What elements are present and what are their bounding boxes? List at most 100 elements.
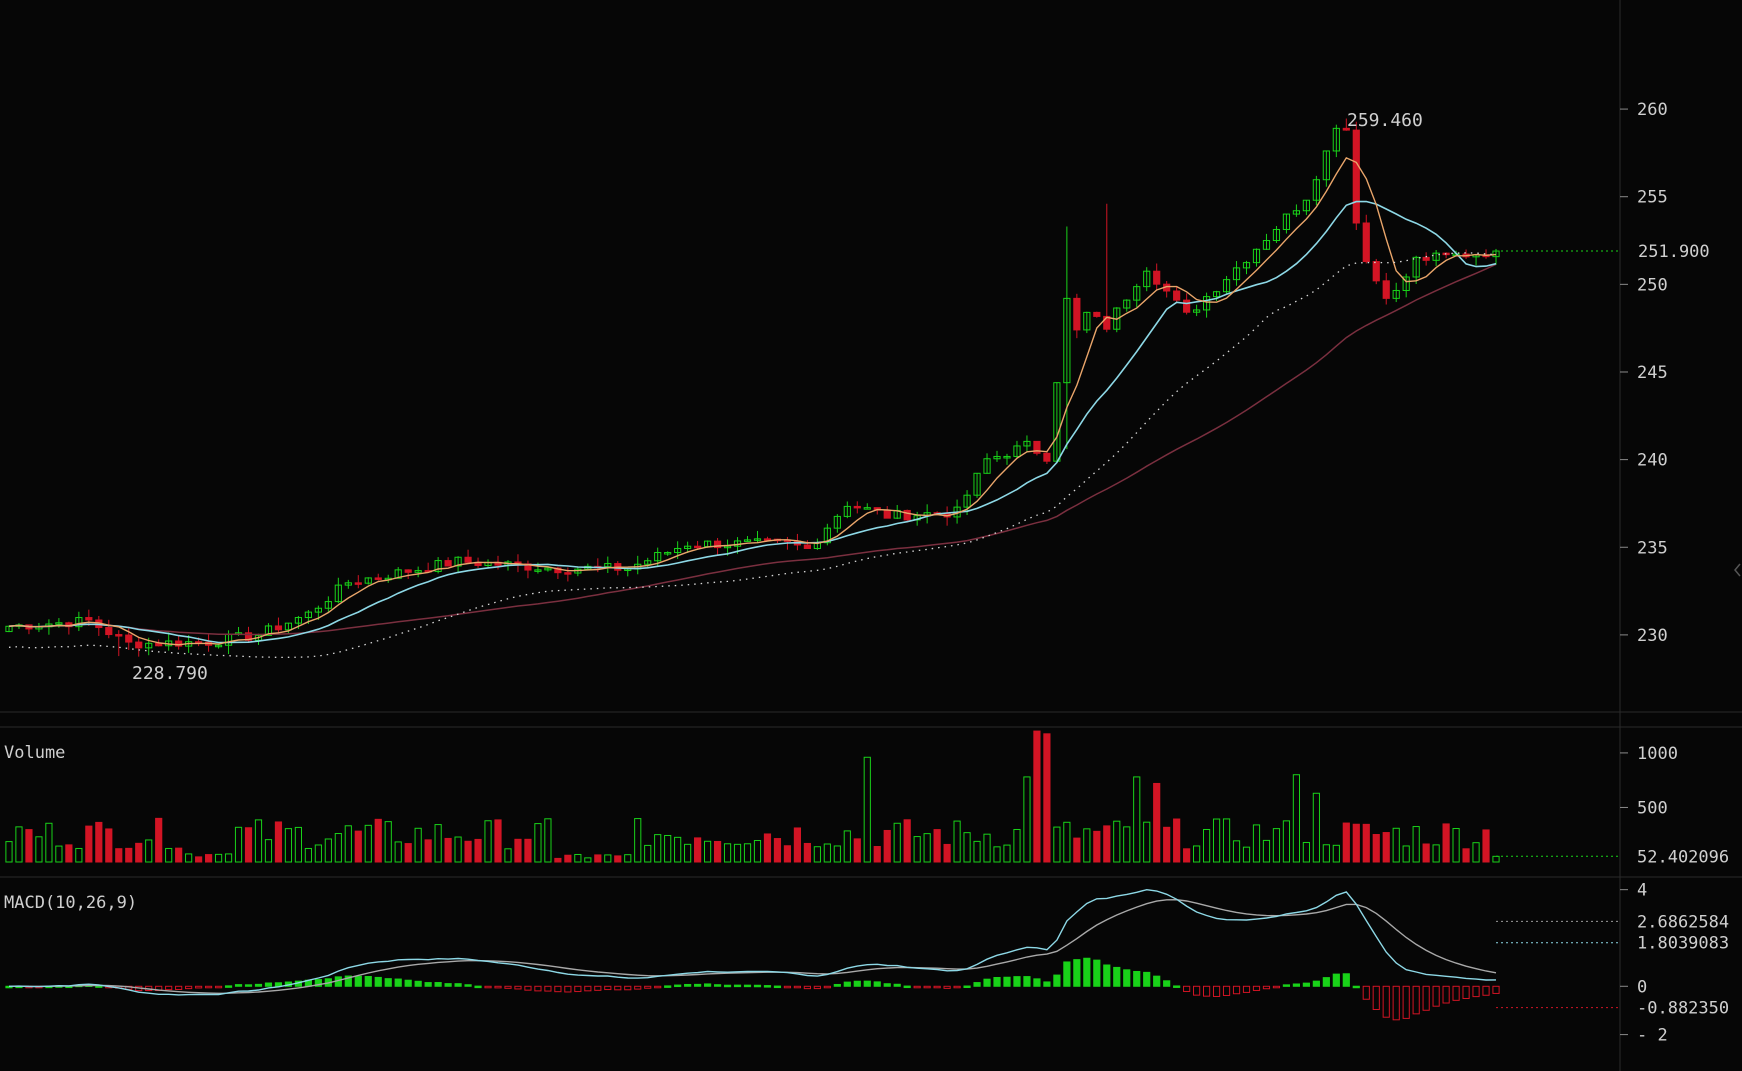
- volume-bar: [544, 818, 552, 863]
- macd-histogram-bar: [624, 985, 632, 991]
- volume-bar: [1412, 826, 1420, 863]
- long-moving-average: [8, 263, 1497, 636]
- volume-bar: [723, 843, 732, 863]
- candle-body: [1232, 267, 1241, 281]
- volume-bar: [1173, 818, 1181, 863]
- macd-histogram-bar: [5, 985, 13, 989]
- candle: [85, 609, 93, 626]
- volume-bar: [115, 848, 123, 863]
- macd-histogram-bar: [1153, 975, 1161, 987]
- macd-histogram-bar: [354, 975, 362, 987]
- candle: [993, 450, 1001, 462]
- macd-histogram-bar: [474, 985, 482, 989]
- candle-body: [664, 552, 672, 555]
- volume-bar: [254, 819, 263, 863]
- macd-histogram-bar: [1352, 985, 1360, 989]
- macd-histogram-bar: [394, 978, 402, 987]
- candle: [1332, 124, 1340, 158]
- volume-bar: [763, 833, 772, 863]
- macd-histogram-bar: [1362, 985, 1370, 1000]
- candle-body: [654, 552, 662, 562]
- candle-body: [1372, 261, 1380, 282]
- candle: [1372, 258, 1380, 285]
- volume-bar: [853, 838, 861, 863]
- volume-bar: [1113, 820, 1121, 863]
- candle: [324, 596, 332, 612]
- candle-body: [1402, 276, 1410, 291]
- volume-bar: [45, 822, 53, 863]
- macd-histogram-bar: [1452, 985, 1460, 1001]
- candle-body: [743, 539, 752, 542]
- volume-axis[interactable]: 1000 500 52.402096: [1496, 744, 1729, 867]
- candle: [214, 644, 223, 649]
- candle-body: [264, 625, 273, 636]
- candle: [115, 630, 123, 657]
- candle: [694, 540, 702, 550]
- candle-body: [1123, 299, 1131, 309]
- macd-tick-label: 4: [1637, 881, 1647, 901]
- candle-body: [394, 569, 402, 579]
- volume-bar: [294, 826, 303, 863]
- candle: [334, 577, 342, 604]
- candle-body: [1202, 296, 1211, 311]
- candle: [1222, 275, 1231, 294]
- macd-histogram-bar: [1282, 984, 1291, 987]
- volume-bar: [1143, 821, 1151, 863]
- candle-body: [1153, 270, 1161, 285]
- volume-bar: [1202, 828, 1211, 863]
- macd-histogram-bar: [723, 984, 732, 988]
- candle: [1023, 435, 1031, 453]
- volume-bar: [594, 854, 602, 863]
- right-collapse-handle[interactable]: [1732, 555, 1742, 585]
- candle: [364, 577, 372, 585]
- macd-histogram-bar: [1432, 985, 1440, 1007]
- fast-moving-average: [8, 157, 1497, 646]
- candle: [1402, 273, 1410, 298]
- volume-bar: [394, 841, 402, 863]
- candle: [5, 625, 13, 633]
- volume-bar: [694, 837, 702, 863]
- macd-histogram-bar: [853, 980, 861, 987]
- volume-bar: [324, 838, 332, 863]
- candle: [414, 566, 422, 578]
- candle-body: [414, 570, 422, 573]
- volume-bar: [1272, 828, 1281, 863]
- candle-body: [1073, 297, 1081, 331]
- candle: [1322, 150, 1330, 187]
- candle: [723, 539, 732, 556]
- candle-body: [554, 567, 562, 574]
- candle: [1232, 261, 1241, 286]
- candle-body: [75, 617, 83, 628]
- candle-body: [1103, 315, 1111, 330]
- macd-histogram-bar: [1033, 978, 1041, 987]
- volume-bar: [1332, 844, 1340, 863]
- candle-body: [674, 547, 682, 554]
- candle-body: [833, 515, 841, 529]
- candle: [394, 567, 402, 579]
- macd-histogram-bar: [743, 984, 752, 988]
- volume-bar: [1222, 818, 1231, 863]
- price-tick-label: 240: [1637, 451, 1668, 471]
- volume-bar: [224, 853, 233, 863]
- volume-bar: [1342, 822, 1350, 863]
- macd-histogram-bar: [1003, 976, 1011, 987]
- volume-bar: [75, 847, 83, 863]
- macd-histogram-bar: [674, 984, 682, 988]
- volume-bar: [374, 818, 382, 863]
- macd-histogram-bar: [823, 985, 831, 989]
- candle: [1043, 452, 1051, 465]
- macd-histogram-bar: [763, 985, 772, 988]
- candle-body: [1312, 179, 1320, 201]
- candle-body: [1392, 289, 1400, 299]
- candle: [1103, 203, 1111, 333]
- macd-histogram-bar: [753, 984, 762, 988]
- volume-bar: [803, 842, 811, 863]
- macd-histogram-bar: [1472, 985, 1480, 998]
- volume-bar: [404, 843, 412, 863]
- macd-histogram-bar: [544, 985, 552, 992]
- macd-histogram-bar: [833, 983, 841, 987]
- volume-bar: [743, 843, 752, 863]
